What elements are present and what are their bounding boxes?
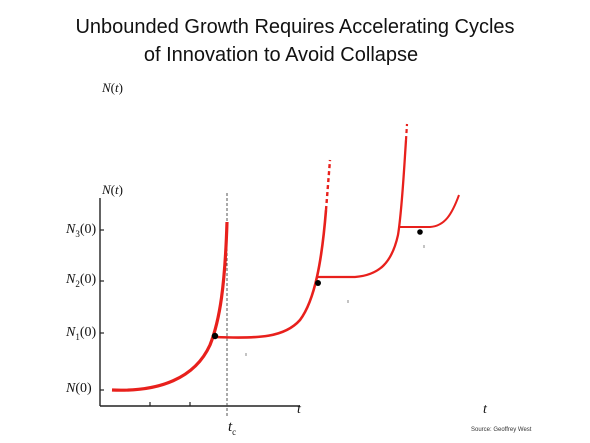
t-axis-label: t xyxy=(297,402,301,417)
title-line-1: Unbounded Growth Requires Accelerating C… xyxy=(75,16,515,38)
growth-curve-2 xyxy=(214,209,328,339)
growth-curve-3 xyxy=(318,139,408,279)
source-credit: Source: Geoffrey West xyxy=(471,427,532,433)
transition-dot-2 xyxy=(315,280,321,286)
n-of-t-axis-label: N(t) xyxy=(102,182,123,197)
growth-curve-3-dashed xyxy=(404,123,409,141)
n1-label: N1(0) xyxy=(66,325,97,342)
n2-label: N2(0) xyxy=(66,272,97,289)
growth-curve-4 xyxy=(400,194,460,228)
n3-label: N3(0) xyxy=(66,222,97,239)
tc-label: tc xyxy=(228,419,237,437)
transition-dot-1 xyxy=(211,332,219,340)
growth-curve-1 xyxy=(111,221,229,392)
growth-curve-2-dashed xyxy=(324,159,332,211)
transition-dot-3 xyxy=(417,229,423,235)
title-line-2: of Innovation to Avoid Collapse xyxy=(143,44,419,66)
t-far-label: t xyxy=(483,402,487,417)
n0-label: N(0) xyxy=(66,381,92,396)
n-of-t-top-label: N(t) xyxy=(102,80,123,95)
